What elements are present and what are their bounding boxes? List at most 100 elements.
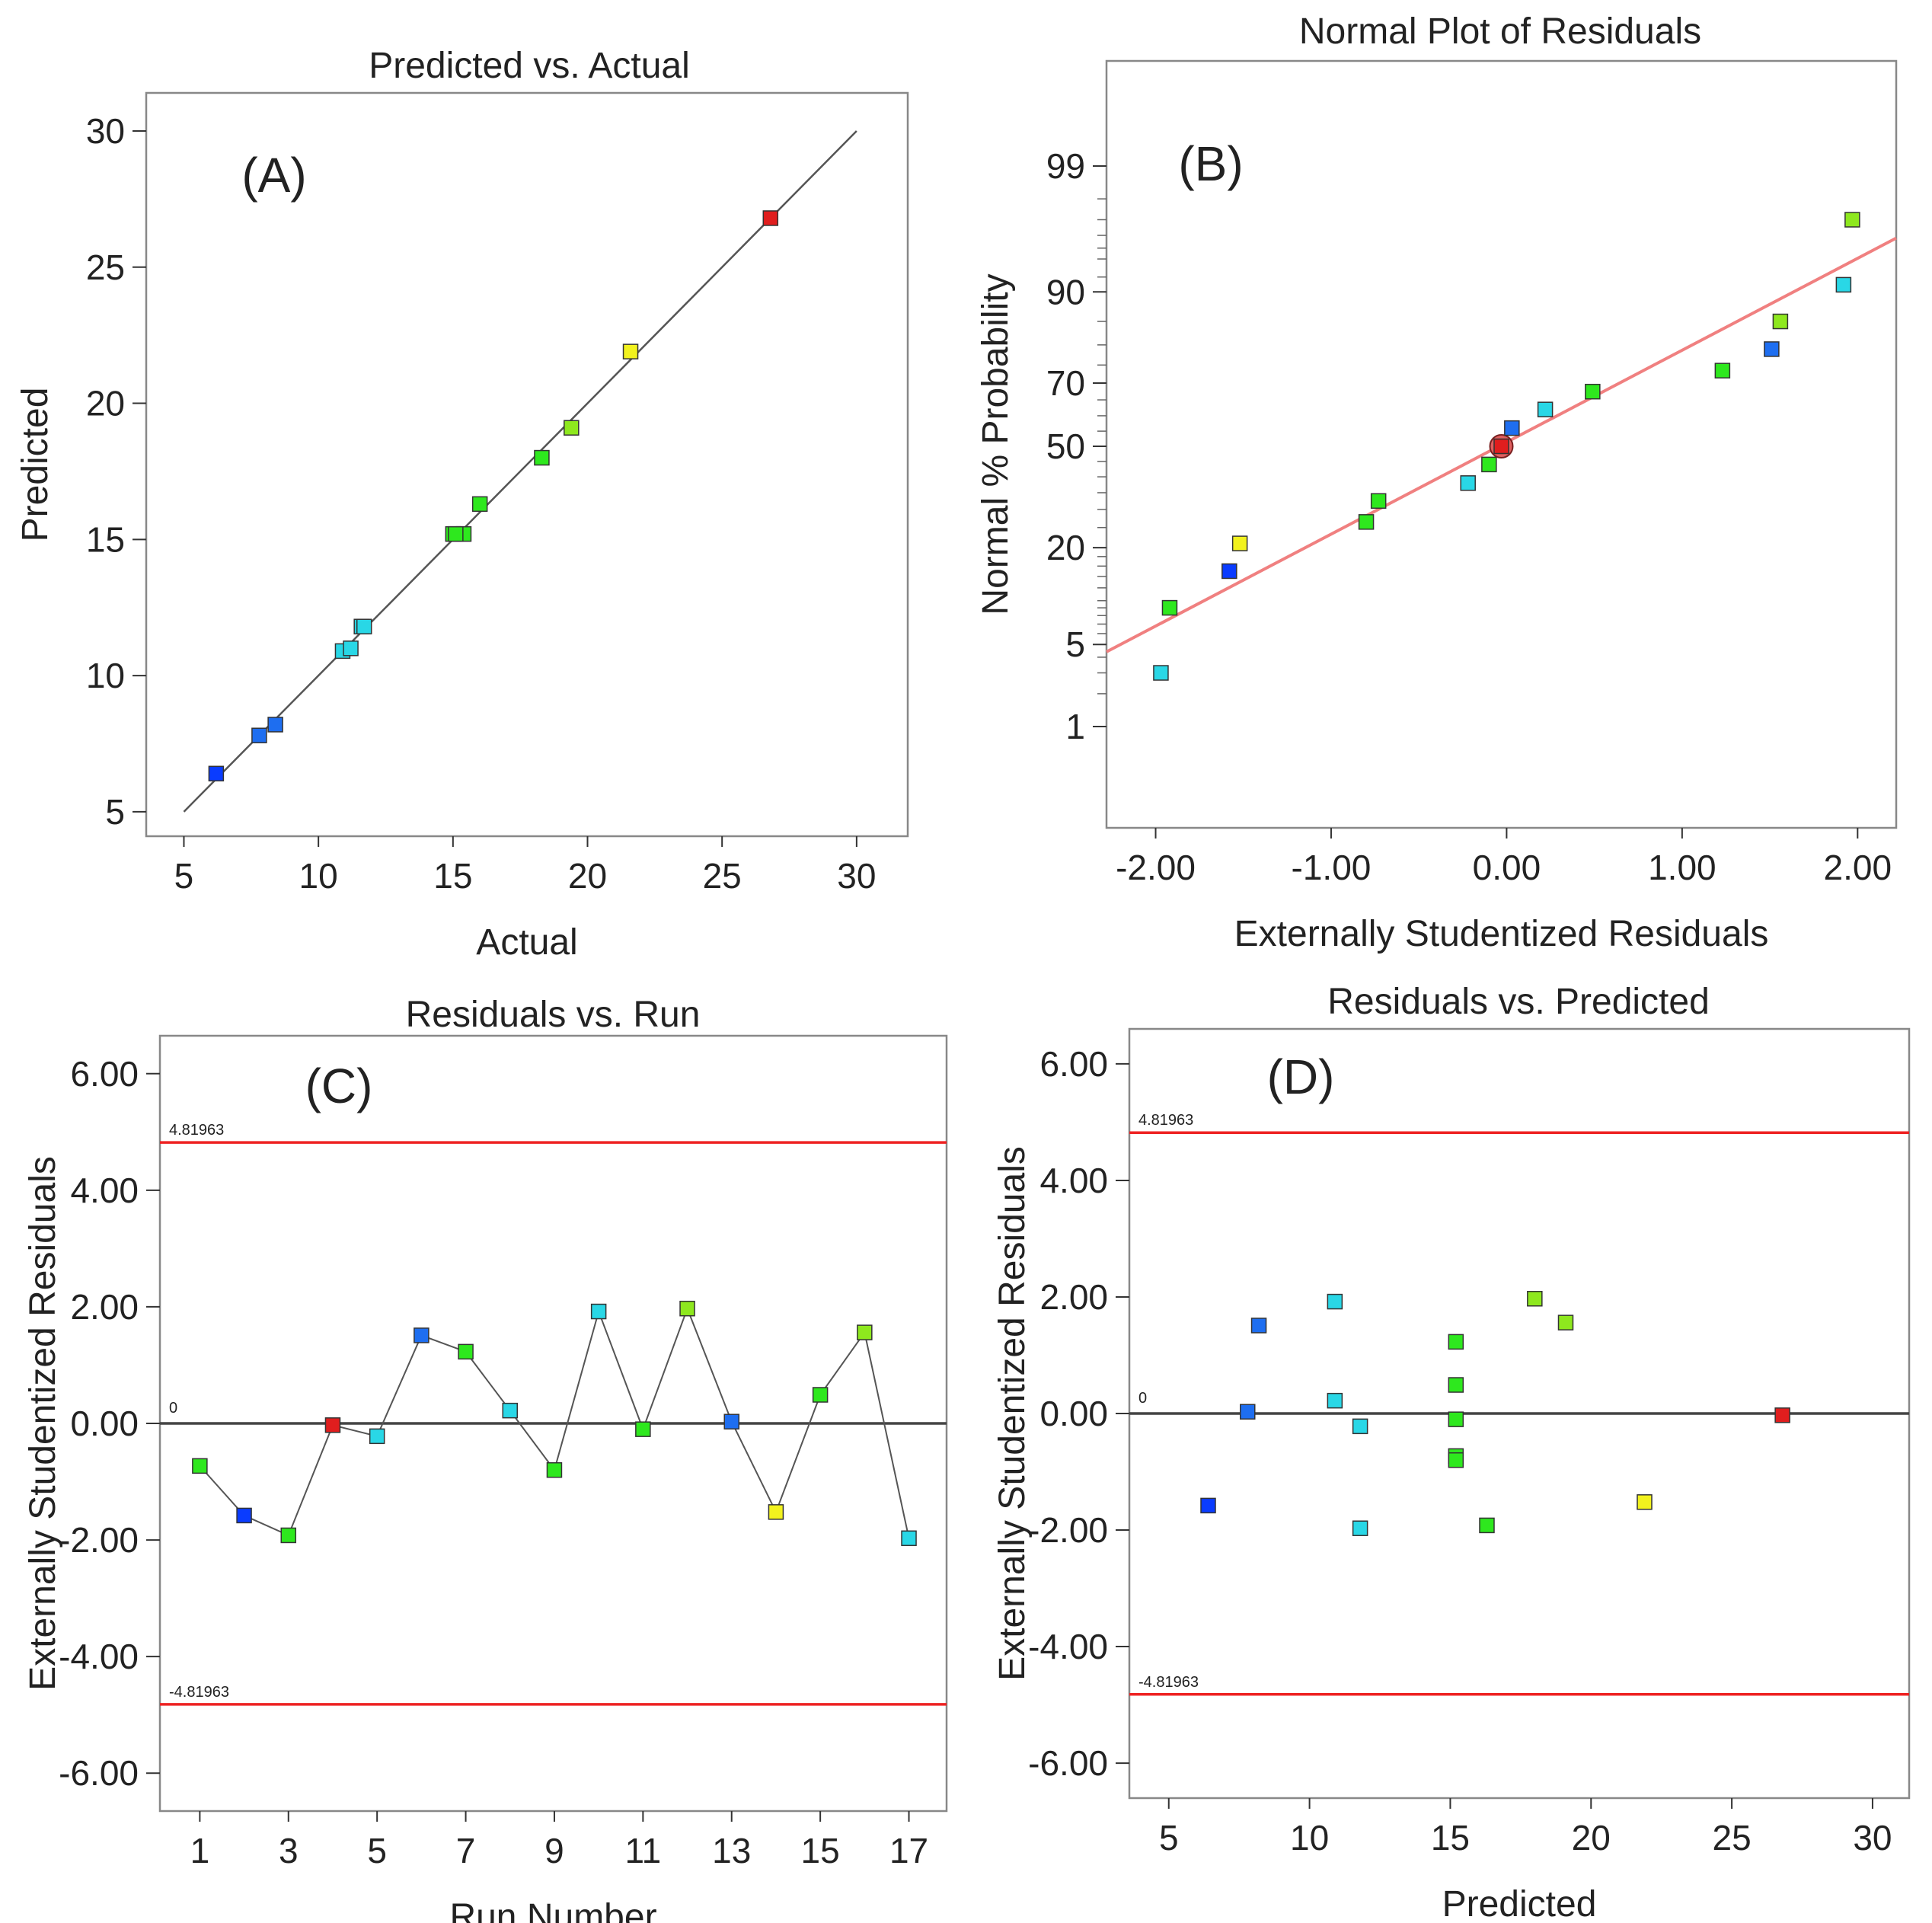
x-tick-label: 13 [712,1831,751,1870]
data-point [1585,383,1601,400]
y-tick-label: 30 [86,111,125,151]
lower-limit-label: -4.81963 [169,1684,229,1701]
data-point [1527,1291,1543,1307]
x-tick-label: 15 [801,1831,840,1870]
upper-limit-label: 4.81963 [1138,1112,1193,1129]
x-tick-label: 11 [624,1831,661,1870]
data-point [635,1421,651,1437]
data-point [723,1414,739,1429]
panel-C: Residuals vs. Run (C) Run Number Externally… [23,995,948,1923]
data-point [622,343,639,359]
data-point [251,727,267,743]
data-point [1327,1392,1343,1409]
x-axis-label: Run Number [449,1897,656,1923]
data-point [1774,1407,1790,1423]
x-tick-label: 3 [279,1831,299,1870]
data-point [1327,1293,1343,1310]
y-tick-label: -2.00 [1028,1510,1108,1550]
y-tick-label: 70 [1046,363,1085,403]
data-point [1358,514,1375,530]
data-point [1153,665,1169,681]
x-tick-label: 20 [568,856,607,896]
data-point [762,210,779,226]
data-point [1504,420,1520,436]
x-tick-label: 9 [544,1831,564,1870]
x-axis-label: Actual [476,922,577,963]
data-point [356,618,372,634]
lower-limit-label: -4.81963 [1138,1674,1199,1691]
data-point [812,1387,829,1403]
chart-title: Predicted vs. Actual [369,46,690,86]
x-axis-label: Externally Studentized Residuals [1234,914,1769,954]
data-point [1250,1318,1267,1334]
x-tick-label: -2.00 [1116,848,1196,887]
y-tick-label: -4.00 [59,1637,139,1676]
data-point [448,525,464,542]
y-tick-label: 5 [1065,624,1085,664]
y-tick-label: -4.00 [1028,1627,1108,1666]
data-point [280,1527,297,1544]
chart-title: Residuals vs. Run [406,995,701,1035]
data-point [1221,563,1237,580]
data-point [901,1530,917,1547]
y-axis-label: Normal % Probability [976,273,1016,615]
y-tick-label: 0.00 [70,1404,139,1443]
panel-D: Residuals vs. Predicted (D) Predicted Exter… [992,982,1911,1923]
x-tick-label: 2.00 [1824,848,1892,887]
data-point [1448,1411,1464,1427]
data-point [768,1504,784,1520]
x-tick-label: 10 [1290,1818,1329,1858]
data-point [564,420,580,436]
panel-label: (A) [241,148,306,203]
data-point [324,1417,341,1433]
data-point [1161,599,1178,616]
y-tick-label: 99 [1046,146,1085,186]
zero-label: 0 [169,1400,177,1417]
y-tick-label: 10 [86,656,125,695]
data-point [1231,535,1248,551]
x-tick-label: 10 [299,856,338,896]
x-tick-label: 5 [174,856,194,896]
y-tick-label: -6.00 [1028,1743,1108,1783]
x-tick-label: 30 [1853,1818,1892,1858]
data-point [502,1402,519,1419]
y-tick-label: 15 [86,519,125,559]
y-tick-label: 1 [1065,707,1085,746]
fit-line [183,130,857,813]
data-point [471,496,488,513]
data-point [1557,1314,1574,1330]
x-tick-label: 30 [837,856,876,896]
data-point [1460,475,1476,491]
y-tick-label: 5 [105,792,125,832]
y-axis-label: Externally Studentized Residuals [992,1146,1033,1681]
x-tick-label: 5 [367,1831,387,1870]
data-point [546,1461,563,1478]
panel-B: Normal Plot of Residuals (B) Externally St… [976,11,1898,954]
x-tick-label: 1 [190,1831,210,1870]
data-point [192,1458,208,1474]
x-axis-label: Predicted [1442,1884,1597,1923]
y-tick-label: 0.00 [1039,1394,1108,1433]
data-point [590,1303,607,1320]
data-point [1240,1404,1256,1420]
y-tick-label: 20 [86,384,125,423]
data-point [857,1324,873,1340]
y-tick-label: 25 [86,248,125,287]
data-point [1352,1520,1368,1536]
data-point [1370,493,1387,509]
data-point [414,1327,430,1343]
y-tick-label: -6.00 [59,1753,139,1793]
y-tick-label: 4.00 [70,1171,139,1210]
data-point [208,765,225,782]
x-tick-label: 25 [703,856,742,896]
x-tick-label: 1.00 [1648,848,1716,887]
x-tick-label: 5 [1159,1818,1179,1858]
data-point [458,1343,474,1360]
y-axis-label: Predicted [15,388,56,542]
x-tick-label: 17 [889,1831,928,1870]
x-tick-label: 20 [1572,1818,1611,1858]
data-point [1537,401,1554,417]
chart-title: Normal Plot of Residuals [1299,11,1701,52]
y-tick-label: 6.00 [1039,1044,1108,1084]
